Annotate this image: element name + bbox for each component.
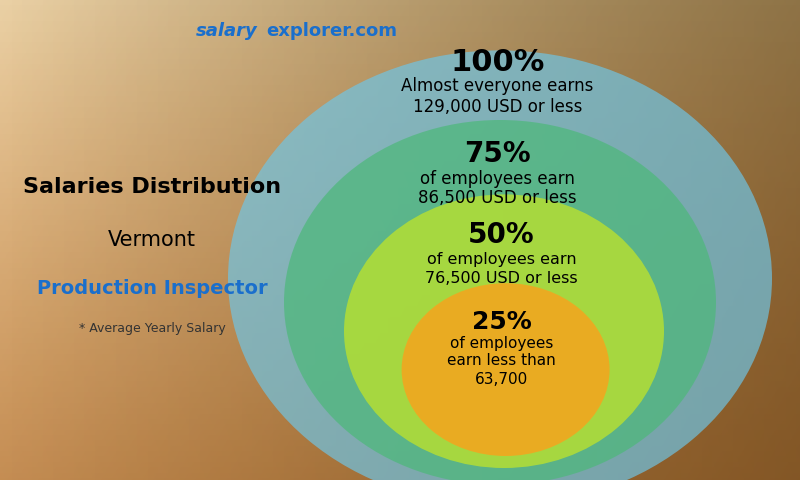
Text: 25%: 25% — [472, 310, 531, 334]
Ellipse shape — [402, 283, 610, 456]
Ellipse shape — [228, 50, 772, 480]
Text: 75%: 75% — [464, 140, 531, 168]
Ellipse shape — [284, 120, 716, 480]
Text: 76,500 USD or less: 76,500 USD or less — [426, 271, 578, 286]
Text: 129,000 USD or less: 129,000 USD or less — [413, 97, 582, 116]
Text: * Average Yearly Salary: * Average Yearly Salary — [78, 322, 226, 336]
Text: explorer.com: explorer.com — [266, 22, 398, 40]
Text: earn less than: earn less than — [447, 353, 556, 369]
Text: salary: salary — [196, 22, 258, 40]
Text: Salaries Distribution: Salaries Distribution — [23, 177, 281, 197]
Ellipse shape — [344, 194, 664, 468]
Text: Vermont: Vermont — [108, 230, 196, 250]
Text: 63,700: 63,700 — [475, 372, 528, 387]
Text: Almost everyone earns: Almost everyone earns — [402, 77, 594, 96]
Text: 86,500 USD or less: 86,500 USD or less — [418, 189, 577, 207]
Text: Production Inspector: Production Inspector — [37, 278, 267, 298]
Text: 50%: 50% — [468, 221, 535, 249]
Text: of employees: of employees — [450, 336, 554, 351]
Text: 100%: 100% — [450, 48, 545, 77]
Text: of employees earn: of employees earn — [426, 252, 577, 267]
Text: of employees earn: of employees earn — [420, 169, 575, 188]
